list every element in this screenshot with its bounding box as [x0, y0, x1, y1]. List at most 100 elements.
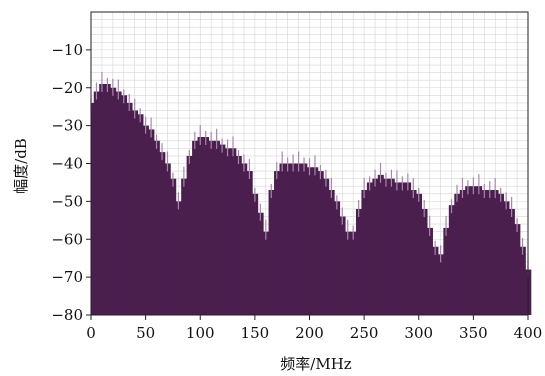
spectrum-bar [476, 186, 483, 315]
spectrum-bar [213, 140, 220, 315]
spectrum-bar [366, 182, 373, 315]
spectrum-bar [383, 178, 390, 315]
spectrum-bar [394, 182, 401, 315]
spectrum-bar [181, 178, 188, 315]
y-tick-label: −80 [51, 306, 83, 324]
spectrum-bar [306, 167, 313, 315]
x-tick-label: 300 [404, 324, 433, 342]
x-tick-label: 250 [350, 324, 379, 342]
spectrum-bar [290, 163, 297, 315]
y-ticks: −10 −20 −30 −40 −50 −60 −70 −80 [51, 41, 91, 324]
spectrum-bar [399, 182, 406, 315]
x-tick-label: 400 [514, 324, 543, 342]
spectrum-bar [197, 136, 204, 315]
spectrum-bar [323, 178, 330, 315]
y-axis-title: 幅度/dB [12, 138, 30, 194]
y-tick-label: −50 [51, 192, 83, 210]
spectrum-bar [301, 163, 308, 315]
spectrum-peaks [90, 71, 529, 278]
spectrum-bar [388, 178, 395, 315]
x-tick-label: 100 [186, 324, 215, 342]
spectrum-bar [328, 190, 335, 315]
spectrum-bar [274, 171, 281, 315]
spectrum-bar [334, 201, 341, 315]
spectrum-bar [437, 254, 444, 315]
spectrum-bar [235, 155, 242, 315]
spectrum-bar [361, 190, 368, 315]
spectrum-bar [350, 231, 357, 315]
spectrum-bar [203, 136, 210, 315]
spectrum-bar [110, 87, 117, 315]
spectrum-bar [241, 163, 248, 315]
spectrum-bar [126, 102, 133, 316]
spectrum-bar [224, 148, 231, 315]
spectrum-bar [142, 125, 149, 315]
spectrum-bar [372, 178, 379, 315]
spectrum-bar [317, 171, 324, 315]
spectrum-bar [219, 144, 226, 315]
spectrum-bar [104, 83, 111, 316]
spectrum-bar [153, 140, 160, 315]
spectrum-bar [246, 171, 253, 315]
spectrum-bar [148, 129, 155, 315]
spectrum-bar [432, 246, 439, 315]
spectrum-bar [421, 208, 428, 315]
spectrum-bar [519, 246, 526, 315]
spectrum-bar [284, 163, 291, 315]
spectrum-bar [470, 186, 477, 315]
spectrum-bar [465, 186, 472, 315]
spectrum-bar [115, 91, 122, 315]
y-tick-label: −20 [51, 79, 83, 97]
spectrum-bar [208, 140, 215, 315]
spectrum-bar [295, 163, 302, 315]
spectrum-bar [159, 152, 166, 315]
spectrum-bar [454, 193, 461, 315]
y-tick-label: −40 [51, 155, 83, 173]
y-tick-label: −60 [51, 230, 83, 248]
spectrum-bar [268, 190, 275, 315]
spectrum-bar [459, 190, 466, 315]
spectrum-bar [137, 114, 144, 315]
spectrum-bar [230, 148, 237, 315]
x-tick-label: 350 [459, 324, 488, 342]
y-tick-label: −30 [51, 117, 83, 135]
spectrum-bar [508, 208, 515, 315]
spectrum-bar [416, 193, 423, 315]
spectrum-bar [99, 83, 106, 316]
spectrum-bar [355, 208, 362, 315]
spectrum-bar [426, 227, 433, 315]
spectrum-bar [175, 201, 182, 315]
spectrum-bar [448, 205, 455, 315]
spectrum-bar [312, 167, 319, 315]
spectrum-bars [91, 83, 532, 316]
spectrum-bar [497, 193, 504, 315]
spectrum-bar [514, 224, 521, 315]
spectrum-bar [377, 174, 384, 315]
spectrum-bar [443, 227, 450, 315]
spectrum-bar [410, 190, 417, 315]
spectrum-bar [481, 190, 488, 315]
spectrum-bar [492, 190, 499, 315]
spectrum-bar [121, 95, 128, 315]
spectrum-bar [132, 110, 138, 315]
spectrum-bar [257, 212, 264, 315]
spectrum-bar [263, 231, 270, 315]
x-ticks: 0 50 100 150 200 250 300 350 400 [86, 315, 542, 342]
spectrum-bar [345, 231, 352, 315]
spectrum-bar [503, 201, 510, 315]
spectrum-bar [93, 91, 100, 315]
x-tick-label: 200 [295, 324, 324, 342]
spectrum-bar [164, 163, 171, 315]
spectrum-bar [339, 216, 346, 315]
spectrum-bar [405, 182, 412, 315]
x-axis-title: 频率/MHz [280, 355, 351, 373]
spectrum-bar [252, 193, 259, 315]
spectrum-bar [279, 163, 286, 315]
x-tick-label: 150 [241, 324, 270, 342]
spectrum-bar [186, 155, 193, 315]
spectrum-bar [170, 178, 177, 315]
spectrum-bar [192, 140, 199, 315]
x-tick-label: 0 [86, 324, 96, 342]
spectrum-bar [487, 190, 494, 315]
x-tick-label: 50 [136, 324, 155, 342]
